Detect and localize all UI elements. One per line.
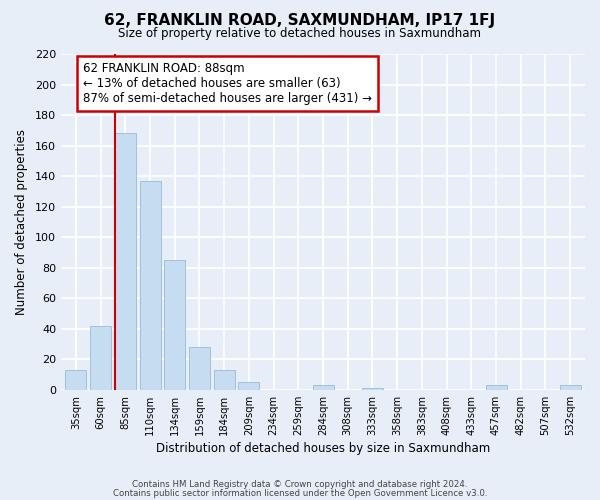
Text: Size of property relative to detached houses in Saxmundham: Size of property relative to detached ho… — [119, 28, 482, 40]
Bar — [485, 385, 506, 390]
Bar — [238, 382, 259, 390]
Bar — [140, 180, 161, 390]
Bar — [115, 134, 136, 390]
Bar — [164, 260, 185, 390]
Bar — [65, 370, 86, 390]
Text: Contains public sector information licensed under the Open Government Licence v3: Contains public sector information licen… — [113, 488, 487, 498]
Text: 62 FRANKLIN ROAD: 88sqm
← 13% of detached houses are smaller (63)
87% of semi-de: 62 FRANKLIN ROAD: 88sqm ← 13% of detache… — [83, 62, 372, 104]
Bar — [90, 326, 111, 390]
Text: Contains HM Land Registry data © Crown copyright and database right 2024.: Contains HM Land Registry data © Crown c… — [132, 480, 468, 489]
Bar — [189, 347, 210, 390]
Bar — [313, 385, 334, 390]
Bar — [560, 385, 581, 390]
Y-axis label: Number of detached properties: Number of detached properties — [15, 129, 28, 315]
X-axis label: Distribution of detached houses by size in Saxmundham: Distribution of detached houses by size … — [156, 442, 490, 455]
Bar — [362, 388, 383, 390]
Bar — [214, 370, 235, 390]
Text: 62, FRANKLIN ROAD, SAXMUNDHAM, IP17 1FJ: 62, FRANKLIN ROAD, SAXMUNDHAM, IP17 1FJ — [104, 12, 496, 28]
